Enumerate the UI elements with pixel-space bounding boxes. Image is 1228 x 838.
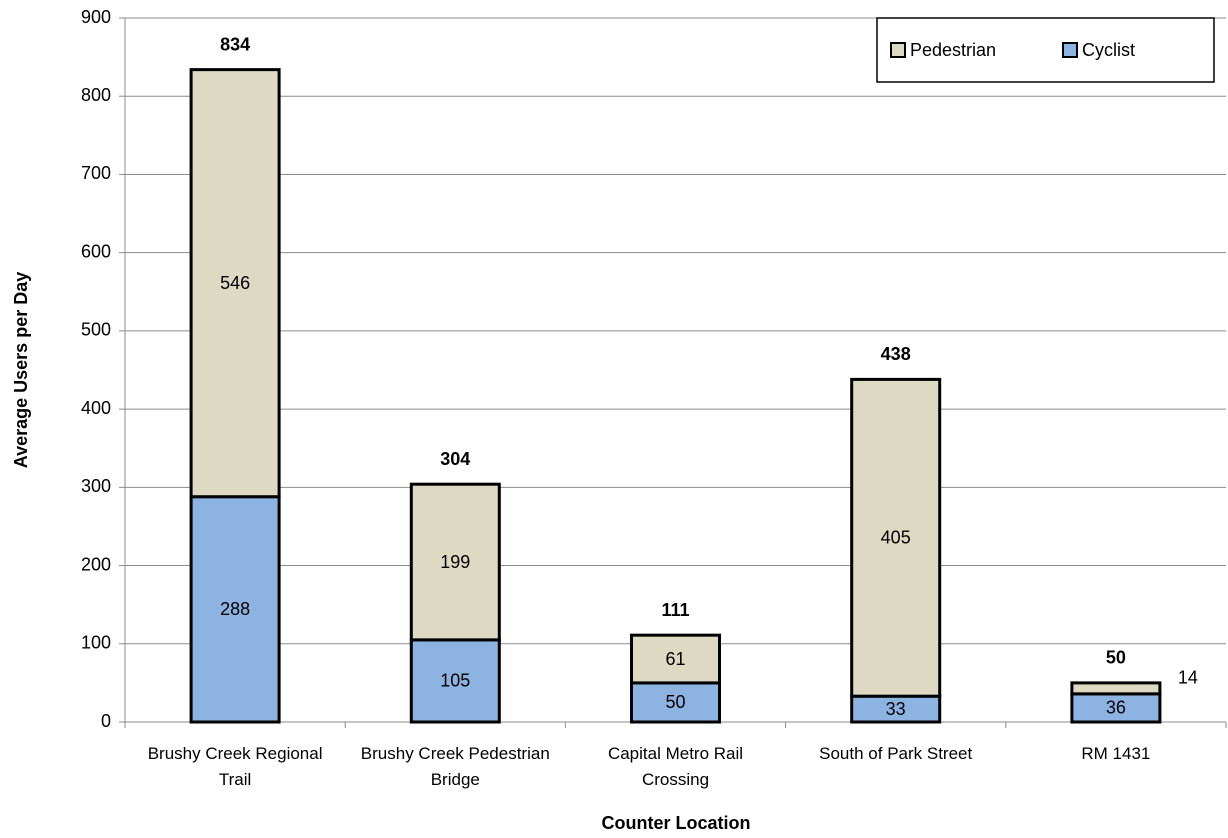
data-label: 199	[440, 552, 470, 572]
data-label: 288	[220, 599, 250, 619]
x-tick-label: RM 1431	[1081, 744, 1151, 763]
y-tick-label: 800	[81, 85, 111, 105]
bar-segment	[189, 495, 281, 724]
legend-box	[876, 17, 1215, 83]
bar-segment	[630, 681, 721, 724]
y-tick-label: 100	[81, 633, 111, 653]
data-label: 105	[440, 671, 470, 691]
bar-segment	[850, 377, 942, 698]
y-tick-label: 500	[81, 320, 111, 340]
x-tick-label: Capital Metro Rail Crossing	[607, 744, 744, 789]
total-label: 438	[881, 344, 911, 364]
x-tick-label: Brushy Creek Regional Trail	[147, 744, 323, 789]
y-tick-label: 600	[81, 241, 111, 261]
data-label: 50	[665, 692, 685, 712]
bar-segment	[409, 638, 501, 724]
legend-label: Pedestrian	[910, 40, 996, 60]
legend-swatch	[890, 42, 906, 58]
y-tick-label: 400	[81, 398, 111, 418]
x-tick-label: South of Park Street	[819, 744, 973, 763]
bar-segment	[409, 482, 501, 642]
bar-segment	[1070, 681, 1162, 696]
total-label: 834	[220, 34, 250, 54]
legend-label: Cyclist	[1082, 40, 1135, 60]
data-label: 14	[1178, 668, 1198, 688]
y-tick-label: 300	[81, 476, 111, 496]
bar-segment	[630, 633, 721, 685]
y-axis-label: Average Users per Day	[11, 272, 31, 468]
total-label: 304	[440, 449, 470, 469]
data-label: 405	[881, 528, 911, 548]
y-tick-label: 900	[81, 7, 111, 27]
data-label: 33	[886, 699, 906, 719]
data-label: 36	[1106, 698, 1126, 718]
x-axis-label: Counter Location	[602, 813, 751, 833]
bar-segment	[189, 68, 281, 499]
y-tick-label: 700	[81, 163, 111, 183]
y-tick-label: 200	[81, 554, 111, 574]
total-label: 50	[1106, 648, 1126, 668]
y-tick-label: 0	[101, 711, 111, 731]
total-label: 111	[661, 600, 689, 620]
legend-swatch	[1062, 42, 1078, 58]
x-tick-label: Brushy Creek Pedestrian Bridge	[360, 744, 550, 789]
data-label: 546	[220, 273, 250, 293]
data-label: 61	[665, 649, 685, 669]
